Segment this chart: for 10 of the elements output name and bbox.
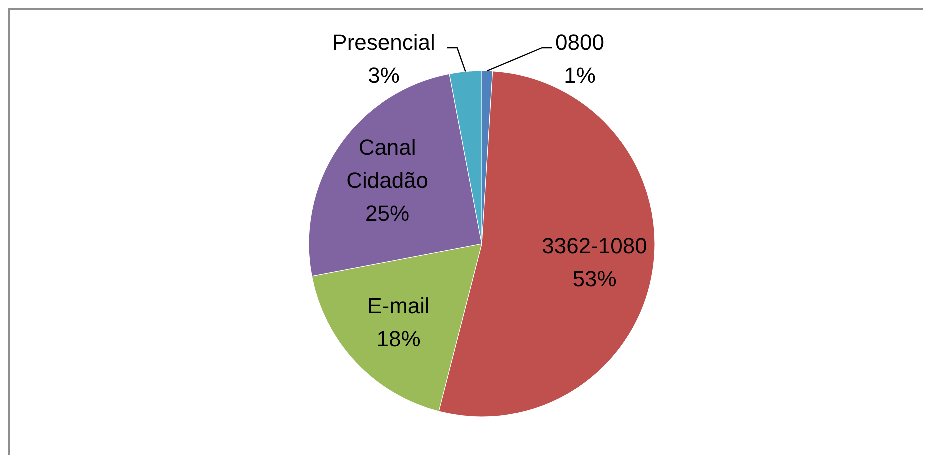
slice-label: 3362-1080 <box>542 232 648 258</box>
data-label: 25% <box>366 200 410 226</box>
data-label: 1% <box>564 62 596 88</box>
data-label: 18% <box>376 326 421 352</box>
data-label: 3% <box>368 62 400 88</box>
slice-label: Presencial <box>332 30 436 54</box>
slice-label: Canal Cidadão <box>346 134 429 192</box>
slice-label: E-mail <box>368 293 430 318</box>
data-label: 53% <box>572 266 617 291</box>
slice-label: 0800 <box>556 30 604 54</box>
